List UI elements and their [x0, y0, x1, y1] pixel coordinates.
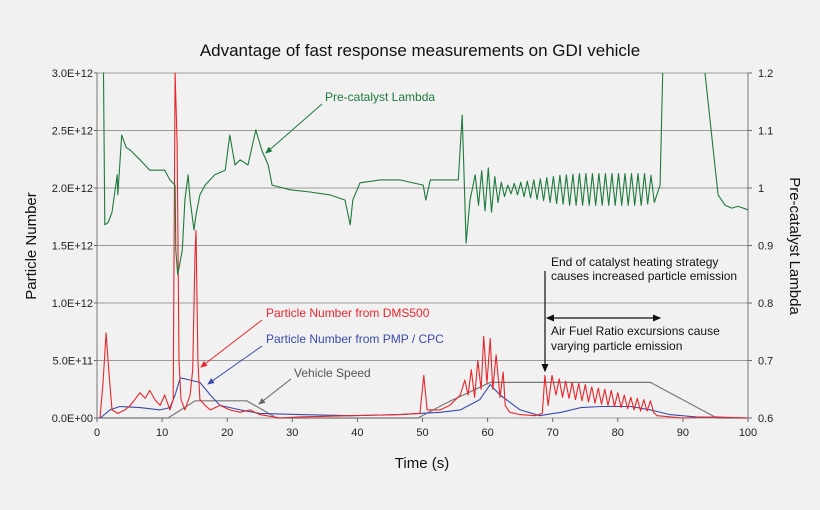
y2-tick-label: 1 — [758, 183, 764, 195]
annotation-lambda: Pre-catalyst Lambda — [325, 90, 435, 104]
y-tick-label: 0.0E+00 — [52, 413, 93, 425]
annotation-pmp-cpc: Particle Number from PMP / CPC — [266, 332, 444, 346]
annotation-catalyst-line1: End of catalyst heating strategy — [551, 255, 718, 269]
x-tick-label: 90 — [677, 427, 689, 439]
y2-tick-label: 1.1 — [758, 126, 773, 138]
annotation-vehicle-speed-arrow — [258, 378, 292, 405]
y-tick-label: 1.0E+12 — [52, 298, 93, 310]
x-tick-label: 30 — [286, 427, 298, 439]
series-particle-number-from-dms500-line — [99, 72, 749, 419]
x-tick-label: 10 — [156, 427, 168, 439]
x-tick-label: 80 — [612, 427, 624, 439]
y-tick-label: 2.5E+12 — [52, 126, 93, 138]
y-tick-label: 2.0E+12 — [52, 183, 93, 195]
y-tick-label: 5.0E+11 — [53, 356, 93, 368]
y2-tick-label: 0.9 — [758, 241, 773, 253]
annotation-dms500: Particle Number from DMS500 — [266, 306, 430, 320]
y-tick-label: 3.0E+12 — [52, 68, 93, 80]
y2-tick-label: 1.2 — [758, 68, 773, 80]
x-axis-label: Time (s) — [395, 455, 449, 472]
annotation-vehicle-speed: Vehicle Speed — [294, 366, 371, 380]
annotation-afr-line1: Air Fuel Ratio excursions cause — [551, 324, 720, 338]
series-pre-catalyst-lambda-tail-line — [704, 72, 749, 211]
x-tick-label: 50 — [416, 427, 428, 439]
y-axis-label: Particle Number — [23, 192, 40, 300]
annotation-lambda-arrow — [265, 103, 323, 154]
series-lines — [97, 72, 749, 419]
annotation-afr-line2: varying particle emission — [551, 339, 682, 353]
x-tick-label: 40 — [351, 427, 363, 439]
annotation-dms500-arrow — [200, 319, 263, 368]
y2-tick-label: 0.7 — [758, 356, 773, 368]
y2-axis-label: Pre-catalyst Lambda — [786, 177, 803, 315]
tick-labels: 0.0E+00 0.6 5.0E+11 0.7 1.0E+12 0.8 1.5E+12 0.9… — [52, 68, 774, 439]
x-tick-label: 60 — [481, 427, 493, 439]
series-pre-catalyst-lambda-line — [102, 72, 664, 276]
annotation-pmp-cpc-arrow — [207, 345, 263, 385]
y2-tick-label: 0.6 — [758, 413, 773, 425]
chart-title: Advantage of fast response measurements … — [200, 41, 640, 60]
x-tick-label: 100 — [739, 427, 757, 439]
x-tick-label: 0 — [94, 427, 100, 439]
annotation-catalyst-line2: causes increased particle emission — [551, 269, 737, 283]
y-tick-label: 1.5E+12 — [52, 241, 93, 253]
x-tick-label: 70 — [547, 427, 559, 439]
y2-tick-label: 0.8 — [758, 298, 773, 310]
x-tick-label: 20 — [221, 427, 233, 439]
